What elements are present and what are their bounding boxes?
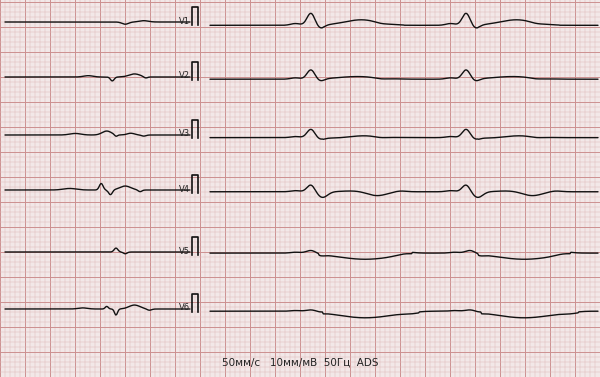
Text: 50мм/с   10мм/мВ  50Гц  ADS: 50мм/с 10мм/мВ 50Гц ADS — [222, 358, 378, 368]
Text: V5: V5 — [179, 247, 190, 256]
Text: V6: V6 — [179, 303, 190, 313]
Text: V1: V1 — [179, 17, 190, 26]
Text: V4: V4 — [179, 184, 190, 193]
Text: V2: V2 — [179, 72, 190, 81]
Text: V3: V3 — [179, 130, 190, 138]
